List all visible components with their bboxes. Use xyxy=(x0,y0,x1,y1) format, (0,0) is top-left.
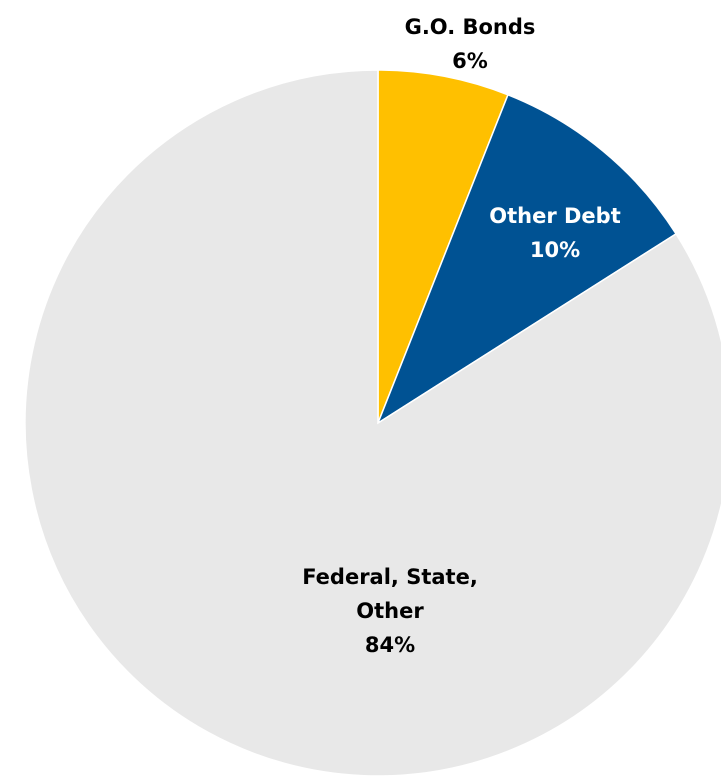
slice-name-label: G.O. Bonds xyxy=(405,15,536,39)
pie-slice-federal-state-other xyxy=(24,69,721,777)
slice-percent-label: 6% xyxy=(452,49,488,73)
slice-percent-label: 10% xyxy=(530,238,580,262)
pie-slices xyxy=(24,69,721,777)
slice-label-g-o-bonds: G.O. Bonds 6% xyxy=(405,15,536,73)
slice-name-label: Other xyxy=(356,599,424,623)
pie-slice-g-o-bonds xyxy=(377,69,509,424)
slice-percent-label: 84% xyxy=(365,633,415,657)
slice-label-federal-state-other: Federal, State, Other 84% xyxy=(302,565,478,657)
pie-slice-other-debt xyxy=(376,93,678,425)
pie-labels: G.O. Bonds 6% Other Debt 10% Federal, State,… xyxy=(302,15,621,657)
slice-name-label: Federal, State, xyxy=(302,565,478,589)
slice-name-label: Other Debt xyxy=(489,204,621,228)
slice-label-other-debt: Other Debt 10% xyxy=(489,204,621,262)
